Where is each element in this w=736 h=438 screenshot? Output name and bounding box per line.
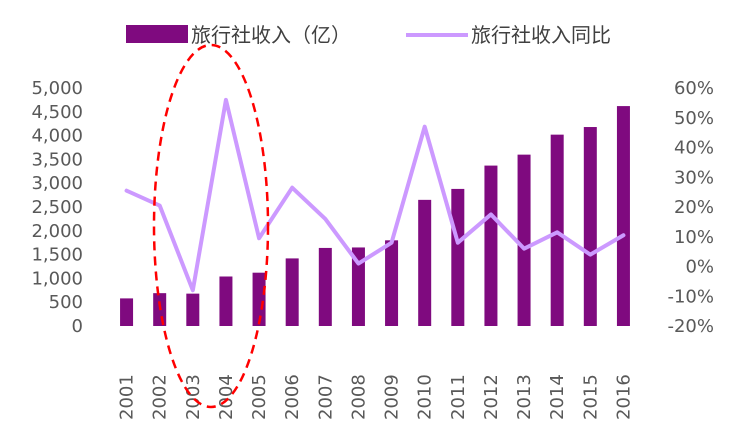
bar xyxy=(583,127,597,326)
right-tick-label: 30% xyxy=(674,167,714,188)
left-tick-label: 1,500 xyxy=(31,245,83,266)
x-tick-label: 2010 xyxy=(415,374,436,420)
line-series xyxy=(124,97,626,293)
left-tick-label: 500 xyxy=(49,292,83,313)
right-tick-label: -10% xyxy=(667,286,714,307)
bar xyxy=(451,188,465,326)
right-tick-label: 50% xyxy=(674,108,714,129)
bar xyxy=(318,247,332,326)
bar xyxy=(186,293,200,326)
x-tick-label: 2016 xyxy=(613,374,634,420)
left-tick-label: 5,000 xyxy=(31,78,83,99)
right-tick-label: -20% xyxy=(667,316,714,337)
x-tick-label: 2014 xyxy=(547,374,568,420)
x-tick-label: 2001 xyxy=(117,374,138,420)
x-tick-label: 2013 xyxy=(514,374,535,420)
legend-bar-swatch xyxy=(126,25,188,43)
left-tick-label: 4,000 xyxy=(31,126,83,147)
right-tick-label: 60% xyxy=(674,78,714,99)
bar xyxy=(219,276,233,326)
bar xyxy=(120,298,134,326)
x-tick-label: 2004 xyxy=(216,374,237,420)
left-tick-label: 2,500 xyxy=(31,197,83,218)
highlight-ellipse xyxy=(152,43,270,409)
left-tick-label: 1,000 xyxy=(31,268,83,289)
bar xyxy=(418,199,432,326)
series-line xyxy=(124,97,626,293)
bar xyxy=(484,165,498,326)
x-tick-label: 2008 xyxy=(348,374,369,420)
bar xyxy=(351,247,365,326)
x-tick-label: 2012 xyxy=(481,374,502,420)
left-tick-label: 3,000 xyxy=(31,173,83,194)
legend: 旅行社收入（亿） 旅行社收入同比 xyxy=(126,23,611,47)
x-tick-label: 2011 xyxy=(448,374,469,420)
legend-line-label: 旅行社收入同比 xyxy=(471,23,611,47)
left-tick-label: 2,000 xyxy=(31,221,83,242)
left-tick-label: 4,500 xyxy=(31,102,83,123)
left-tick-label: 3,500 xyxy=(31,149,83,170)
x-tick-label: 2003 xyxy=(183,374,204,420)
x-axis: 2001 2002 2003 2004 2005 2006 2007 2008 2009 2010… xyxy=(117,374,635,420)
x-tick-label: 2002 xyxy=(150,374,171,420)
bar xyxy=(385,240,399,326)
x-tick-label: 2006 xyxy=(282,374,303,420)
bar xyxy=(285,258,299,326)
right-tick-label: 20% xyxy=(674,197,714,218)
x-tick-label: 2009 xyxy=(382,374,403,420)
bar xyxy=(252,272,266,326)
right-tick-label: 40% xyxy=(674,138,714,159)
bar-series xyxy=(120,106,630,326)
x-tick-label: 2015 xyxy=(580,374,601,420)
bar xyxy=(517,154,531,326)
right-axis: -20% -10% 0% 10% 20% 30% 40% 50% 60% xyxy=(667,78,714,337)
x-tick-label: 2007 xyxy=(315,374,336,420)
right-tick-label: 0% xyxy=(685,257,714,278)
x-tick-label: 2005 xyxy=(249,374,270,420)
bar xyxy=(616,106,630,326)
left-tick-label: 0 xyxy=(72,316,83,337)
right-tick-label: 10% xyxy=(674,227,714,248)
legend-bar-label: 旅行社收入（亿） xyxy=(191,23,351,47)
